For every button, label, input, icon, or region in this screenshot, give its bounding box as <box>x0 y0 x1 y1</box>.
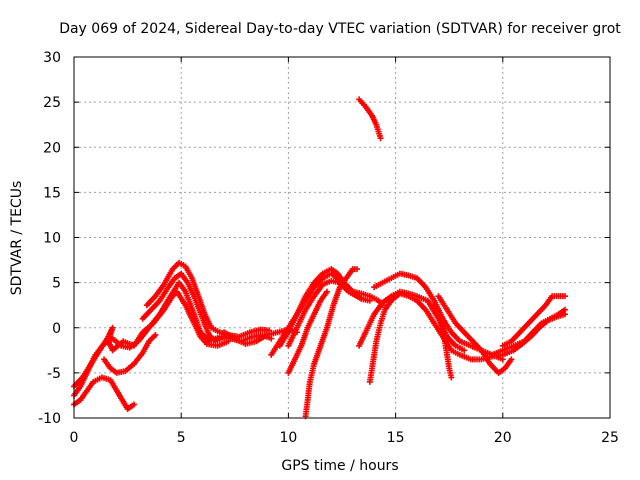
y-tick-label: 15 <box>43 185 61 201</box>
y-axis-label: SDTVAR / TECUs <box>9 181 25 296</box>
y-tick-label: 5 <box>52 276 61 292</box>
data-point <box>508 356 515 363</box>
data-point <box>131 401 138 408</box>
series-arc-2 <box>71 288 232 390</box>
series-arc-12 <box>285 288 330 376</box>
data-point <box>561 311 568 318</box>
data-point <box>499 356 506 363</box>
y-tick-label: 0 <box>52 321 61 337</box>
data-point <box>323 288 330 295</box>
chart-title: Day 069 of 2024, Sidereal Day-to-day VTE… <box>59 21 621 37</box>
x-tick-label: 20 <box>494 430 512 446</box>
series-arc-13 <box>356 96 384 142</box>
x-tick-label: 0 <box>70 430 79 446</box>
y-tick-label: 20 <box>43 140 61 156</box>
data-point <box>561 293 568 300</box>
series-arc-20 <box>499 293 568 349</box>
x-tick-label: 10 <box>279 430 297 446</box>
series-arc-5 <box>143 259 273 340</box>
data-point <box>354 293 361 300</box>
axes: 0 5 10 15 20 25 30 25 20 15 10 5 0 -5 -10 <box>38 50 619 446</box>
x-tick-label: 25 <box>601 430 619 446</box>
x-tick-label: 5 <box>177 430 186 446</box>
y-tick-label: 10 <box>43 231 61 247</box>
data-point <box>225 338 232 345</box>
data-point <box>152 331 159 338</box>
data-point <box>377 135 384 142</box>
y-tick-label: 30 <box>43 50 61 66</box>
data-point <box>354 266 361 273</box>
data-point <box>366 297 373 304</box>
series-arc-3 <box>71 374 138 412</box>
y-tick-label: -10 <box>38 411 61 427</box>
series-arc-6 <box>139 270 228 345</box>
y-tick-label: -5 <box>47 366 61 382</box>
series-arc-18 <box>435 293 515 376</box>
data-points <box>71 96 568 420</box>
grid <box>74 57 610 418</box>
data-point <box>448 374 455 381</box>
series-arc-4 <box>101 331 159 376</box>
data-point <box>461 347 468 354</box>
x-tick-label: 15 <box>387 430 405 446</box>
x-axis-label: GPS time / hours <box>281 458 398 474</box>
plot-frame <box>73 56 611 419</box>
y-tick-label: 25 <box>43 95 61 111</box>
series-arc-17 <box>431 302 455 381</box>
series-arc-11 <box>302 266 361 420</box>
series-arc-21 <box>510 311 568 354</box>
